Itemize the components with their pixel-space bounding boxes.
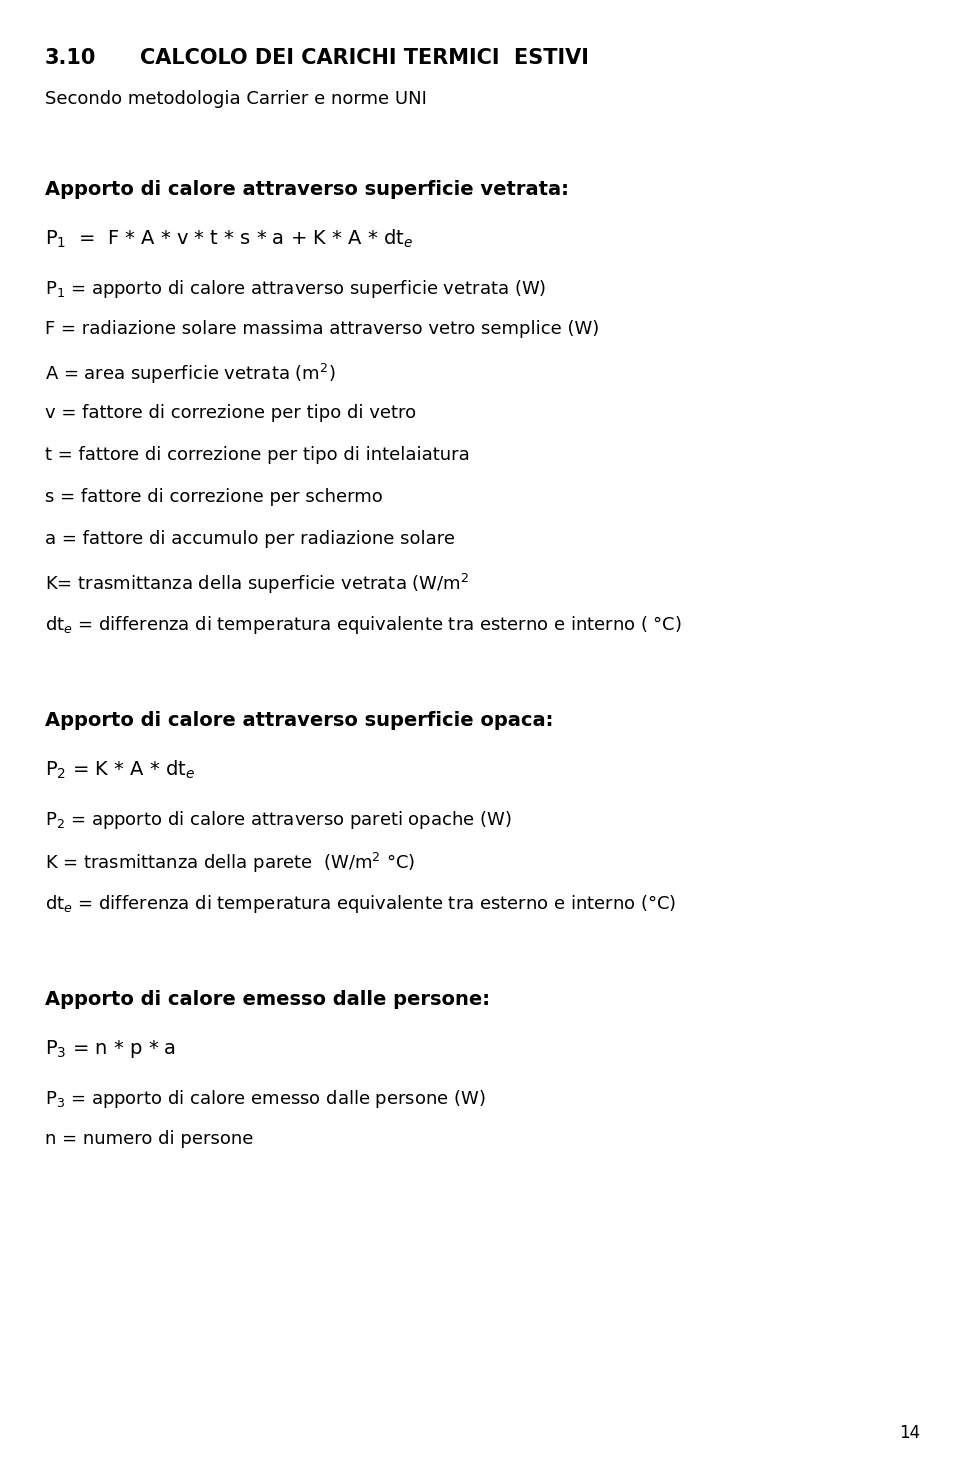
- Text: dt$_e$ = differenza di temperatura equivalente tra esterno e interno ( °C): dt$_e$ = differenza di temperatura equiv…: [45, 614, 682, 637]
- Text: P$_2$ = apporto di calore attraverso pareti opache (W): P$_2$ = apporto di calore attraverso par…: [45, 809, 512, 831]
- Text: s = fattore di correzione per schermo: s = fattore di correzione per schermo: [45, 488, 383, 506]
- Text: a = fattore di accumulo per radiazione solare: a = fattore di accumulo per radiazione s…: [45, 531, 455, 548]
- Text: K= trasmittanza della superficie vetrata (W/m$^2$: K= trasmittanza della superficie vetrata…: [45, 572, 469, 597]
- Text: CALCOLO DEI CARICHI TERMICI  ESTIVI: CALCOLO DEI CARICHI TERMICI ESTIVI: [140, 49, 588, 68]
- Text: P$_3$ = apporto di calore emesso dalle persone (W): P$_3$ = apporto di calore emesso dalle p…: [45, 1088, 486, 1110]
- Text: K = trasmittanza della parete  (W/m$^2$ °C): K = trasmittanza della parete (W/m$^2$ °…: [45, 851, 415, 875]
- Text: P$_1$  =  F * A * v * t * s * a + K * A * dt$_e$: P$_1$ = F * A * v * t * s * a + K * A * …: [45, 228, 413, 250]
- Text: P$_2$ = K * A * dt$_e$: P$_2$ = K * A * dt$_e$: [45, 759, 195, 781]
- Text: t = fattore di correzione per tipo di intelaiatura: t = fattore di correzione per tipo di in…: [45, 445, 469, 465]
- Text: Secondo metodologia Carrier e norme UNI: Secondo metodologia Carrier e norme UNI: [45, 90, 427, 107]
- Text: v = fattore di correzione per tipo di vetro: v = fattore di correzione per tipo di ve…: [45, 404, 416, 422]
- Text: n = numero di persone: n = numero di persone: [45, 1130, 253, 1148]
- Text: P$_3$ = n * p * a: P$_3$ = n * p * a: [45, 1038, 176, 1060]
- Text: 14: 14: [899, 1424, 920, 1442]
- Text: A = area superficie vetrata (m$^2$): A = area superficie vetrata (m$^2$): [45, 362, 336, 387]
- Text: P$_1$ = apporto di calore attraverso superficie vetrata (W): P$_1$ = apporto di calore attraverso sup…: [45, 278, 546, 300]
- Text: Apporto di calore emesso dalle persone:: Apporto di calore emesso dalle persone:: [45, 989, 490, 1008]
- Text: dt$_e$ = differenza di temperatura equivalente tra esterno e interno (°C): dt$_e$ = differenza di temperatura equiv…: [45, 892, 676, 914]
- Text: 3.10: 3.10: [45, 49, 96, 68]
- Text: Apporto di calore attraverso superficie opaca:: Apporto di calore attraverso superficie …: [45, 711, 553, 731]
- Text: F = radiazione solare massima attraverso vetro semplice (W): F = radiazione solare massima attraverso…: [45, 320, 599, 338]
- Text: Apporto di calore attraverso superficie vetrata:: Apporto di calore attraverso superficie …: [45, 179, 569, 198]
